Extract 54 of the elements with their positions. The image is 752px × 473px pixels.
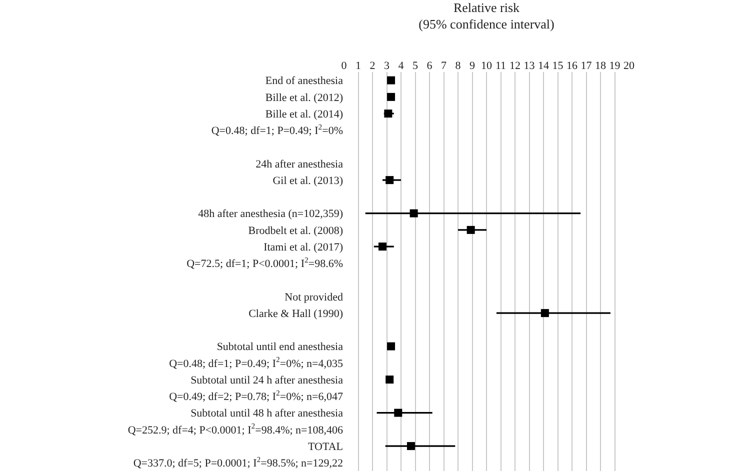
y-tick-label: Subtotal until 24 h after anesthesia: [190, 374, 344, 386]
point: [386, 376, 394, 384]
chart-title: Relative risk (95% confidence interval): [418, 0, 554, 32]
y-tick-label: Gil et al. (2013): [272, 174, 344, 187]
point: [387, 76, 396, 84]
point: [540, 309, 549, 318]
y-tick-label: Bille et al. (2014): [265, 108, 344, 120]
x-tick-label: 19: [609, 60, 621, 72]
point: [406, 442, 415, 450]
point: [386, 176, 394, 184]
x-tick-label: 10: [481, 60, 492, 72]
y-tick-label: Not provided: [284, 291, 344, 304]
x-tick-label: 18: [595, 60, 606, 72]
x-tick-label: 14: [538, 60, 550, 72]
x-tick-label: 7: [441, 60, 447, 72]
y-tick-label: Q=0.48; df=1; P=0.49; I$^{2}$=0%: [211, 122, 343, 138]
x-tick-label: 1: [356, 60, 361, 72]
y-tick-label: Brodbelt et al. (2008): [248, 224, 344, 237]
x-tick-label: 15: [552, 60, 564, 72]
y-tick-label: Q=337.0; df=5; P=0.0001; I$^{2}$=98.5%; n=129,22: [133, 454, 343, 470]
y-tick-label: 24h after anesthesia: [256, 158, 344, 170]
x-tick-label: 4: [398, 60, 404, 72]
x-tick-label: 16: [566, 60, 578, 72]
point: [387, 92, 396, 101]
x-tick-label: 6: [426, 60, 433, 72]
point: [387, 342, 396, 350]
y-tick-label: End of anesthesia: [265, 75, 344, 88]
y-tick-label: Clarke & Hall (1990): [248, 308, 344, 320]
x-tick-label: 3: [384, 60, 390, 72]
point: [466, 226, 475, 234]
x-tick-label: 5: [412, 60, 418, 72]
y-tick-label: Q=72.5; df=1; P<0.0001; I$^{2}$=98.6%: [186, 255, 343, 270]
x-tick-label: 9: [470, 60, 476, 72]
x-tick-label: 13: [524, 60, 536, 72]
point: [384, 110, 392, 118]
x-tick-label: 17: [580, 60, 592, 72]
point: [378, 242, 386, 251]
y-tick-label: Subtotal until 48 h after anesthesia: [190, 408, 344, 420]
y-tick-label: Bille et al. (2012): [265, 92, 344, 104]
x-tick-label: 2: [370, 60, 376, 72]
x-tick-label: 0: [341, 60, 348, 72]
x-tick-label: 12: [510, 60, 520, 72]
x-tick-label: 8: [455, 60, 462, 72]
y-tick-label: 48h after anesthesia (n=102,359): [198, 208, 344, 220]
point: [410, 209, 418, 218]
y-tick-label: Itami et al. (2017): [264, 241, 344, 254]
x-tick-label: 20: [624, 60, 635, 72]
y-tick-label: Q=252.9; df=4; P<0.0001; I$^{2}$=98.4%; n=108,406: [128, 422, 344, 436]
y-tick-label: TOTAL: [308, 440, 344, 453]
x-tick-label: 11: [495, 60, 506, 72]
y-tick-label: Subtotal until end anesthesia: [216, 341, 344, 354]
point: [394, 408, 402, 417]
y-tick-label: Q=0.48; df=1; P=0.49; I$^{2}$=0%; n=4,035: [169, 355, 344, 370]
y-tick-label: Q=0.49; df=2; P=0.78; I$^{2}$=0%; n=6,047: [169, 388, 344, 404]
